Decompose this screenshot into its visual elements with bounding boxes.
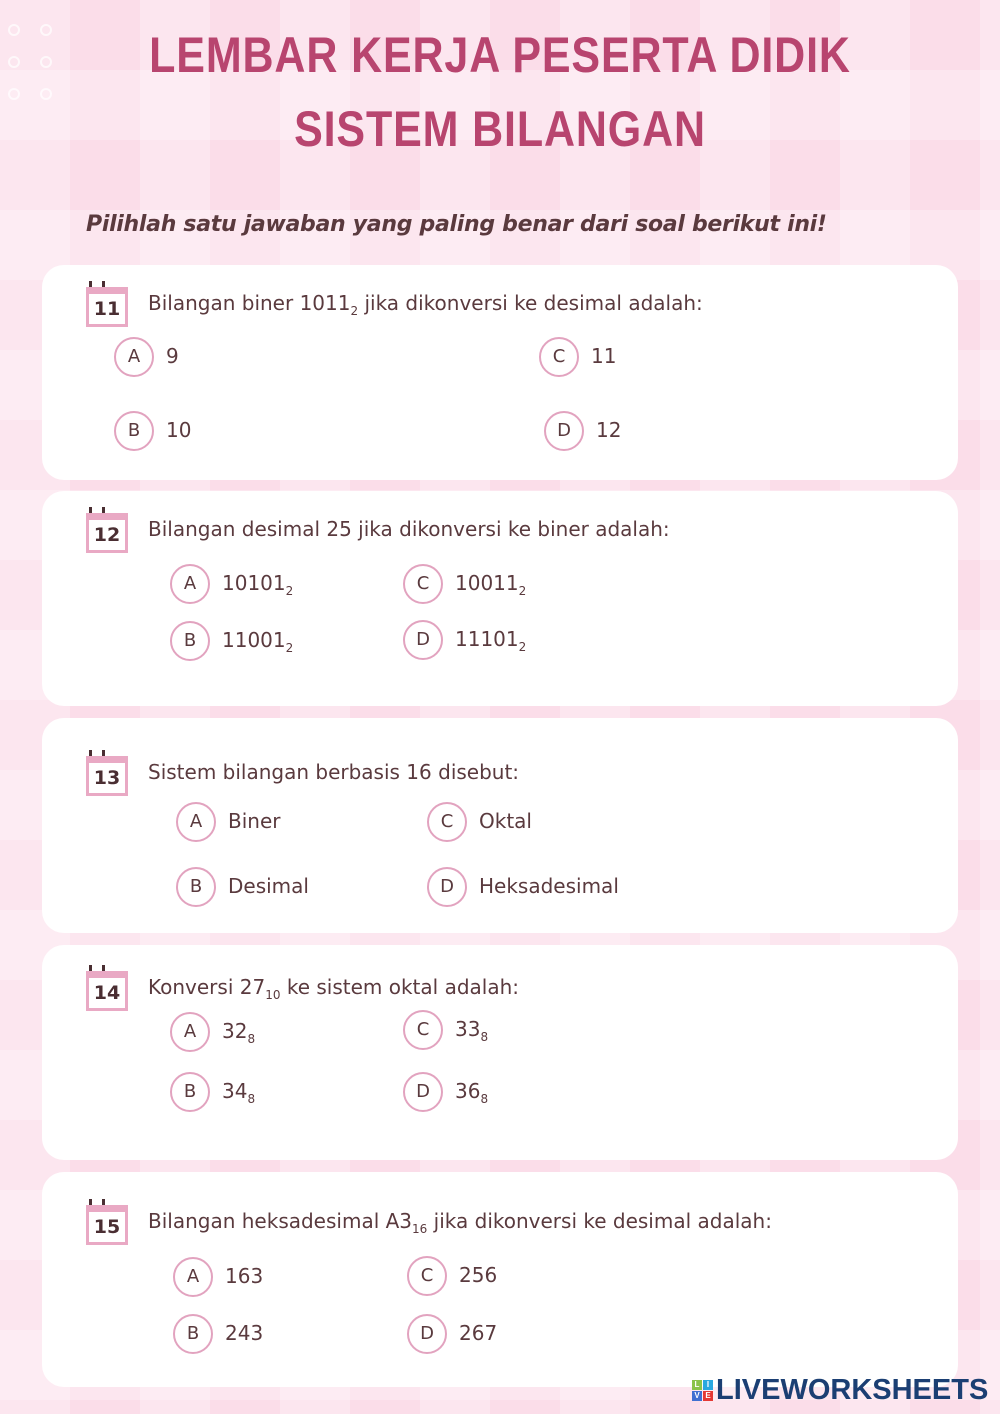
option-letter-circle[interactable]: C (403, 564, 443, 604)
title-line-1: LEMBAR KERJA PESERTA DIDIK (149, 27, 851, 83)
option-a[interactable]: A 9 (114, 337, 179, 377)
option-letter-circle[interactable]: A (114, 337, 154, 377)
option-a[interactable]: A 163 (173, 1257, 263, 1297)
logo-text: LIVEWORKSHEETS (716, 1374, 989, 1406)
option-value: Heksadesimal (479, 873, 619, 898)
option-letter-circle[interactable]: A (170, 1012, 210, 1052)
option-c[interactable]: C 100112 (403, 564, 526, 604)
option-value: 368 (455, 1078, 489, 1106)
option-value: 267 (459, 1320, 498, 1345)
option-c[interactable]: C 11 (539, 337, 616, 377)
question-text: Bilangan biner 10112 jika dikonversi ke … (148, 291, 703, 318)
option-value: Desimal (228, 873, 309, 898)
option-letter-circle[interactable]: C (427, 802, 467, 842)
instruction: Pilihlah satu jawaban yang paling benar … (86, 212, 827, 237)
option-a[interactable]: A Biner (176, 802, 280, 842)
option-value: 11 (591, 343, 617, 368)
option-letter-circle[interactable]: B (170, 1072, 210, 1112)
option-b[interactable]: B 110012 (170, 621, 293, 661)
question-card: 14 Konversi 2710 ke sistem oktal adalah:… (42, 945, 958, 1160)
option-letter-circle[interactable]: B (170, 621, 210, 661)
question-number-badge: 12 (86, 507, 128, 553)
question-number-badge: 15 (86, 1199, 128, 1245)
question-number-badge: 11 (86, 281, 128, 327)
option-letter-circle[interactable]: C (403, 1010, 443, 1050)
option-b[interactable]: B Desimal (176, 867, 309, 907)
question-text: Sistem bilangan berbasis 16 disebut: (148, 760, 520, 784)
option-letter-circle[interactable]: A (173, 1257, 213, 1297)
question-number-badge: 13 (86, 750, 128, 796)
option-letter-circle[interactable]: B (173, 1314, 213, 1354)
option-value: 348 (222, 1078, 256, 1106)
option-d[interactable]: D 111012 (403, 620, 526, 660)
option-letter-circle[interactable]: B (114, 411, 154, 451)
question-text: Bilangan heksadesimal A316 jika dikonver… (148, 1209, 772, 1236)
option-c[interactable]: C Oktal (427, 802, 532, 842)
question-card: 12 Bilangan desimal 25 jika dikonversi k… (42, 491, 958, 706)
option-value: Biner (228, 808, 281, 833)
question-text: Bilangan desimal 25 jika dikonversi ke b… (148, 517, 670, 541)
option-value: 100112 (455, 570, 527, 598)
option-letter-circle[interactable]: C (539, 337, 579, 377)
question-card: 11 Bilangan biner 10112 jika dikonversi … (42, 265, 958, 480)
title-line-2: SISTEM BILANGAN (294, 101, 706, 157)
option-letter-circle[interactable]: D (427, 867, 467, 907)
option-value: 256 (459, 1262, 498, 1287)
question-text: Konversi 2710 ke sistem oktal adalah: (148, 975, 520, 1002)
option-letter-circle[interactable]: D (544, 411, 584, 451)
option-a[interactable]: A 328 (170, 1012, 255, 1052)
option-value: 328 (222, 1018, 256, 1046)
option-value: 110012 (222, 627, 294, 655)
question-card: 13 Sistem bilangan berbasis 16 disebut: … (42, 718, 958, 933)
option-b[interactable]: B 10 (114, 411, 191, 451)
option-b[interactable]: B 243 (173, 1314, 263, 1354)
option-letter-circle[interactable]: A (176, 802, 216, 842)
option-a[interactable]: A 101012 (170, 564, 293, 604)
option-letter-circle[interactable]: D (407, 1314, 447, 1354)
option-d[interactable]: D 368 (403, 1072, 488, 1112)
option-c[interactable]: C 256 (407, 1256, 497, 1296)
option-value: 111012 (455, 626, 527, 654)
option-letter-circle[interactable]: D (403, 1072, 443, 1112)
option-d[interactable]: D 12 (544, 411, 621, 451)
option-letter-circle[interactable]: C (407, 1256, 447, 1296)
option-value: 163 (225, 1263, 264, 1288)
option-b[interactable]: B 348 (170, 1072, 255, 1112)
option-c[interactable]: C 338 (403, 1010, 488, 1050)
option-value: 9 (166, 343, 179, 368)
option-d[interactable]: D Heksadesimal (427, 867, 619, 907)
option-value: 243 (225, 1320, 264, 1345)
question-card: 15 Bilangan heksadesimal A316 jika dikon… (42, 1172, 958, 1387)
option-value: Oktal (479, 808, 532, 833)
option-d[interactable]: D 267 (407, 1314, 497, 1354)
option-letter-circle[interactable]: D (403, 620, 443, 660)
option-value: 338 (455, 1016, 489, 1044)
option-value: 101012 (222, 570, 294, 598)
option-letter-circle[interactable]: B (176, 867, 216, 907)
question-number-badge: 14 (86, 965, 128, 1011)
option-value: 12 (596, 417, 622, 442)
option-letter-circle[interactable]: A (170, 564, 210, 604)
option-value: 10 (166, 417, 192, 442)
